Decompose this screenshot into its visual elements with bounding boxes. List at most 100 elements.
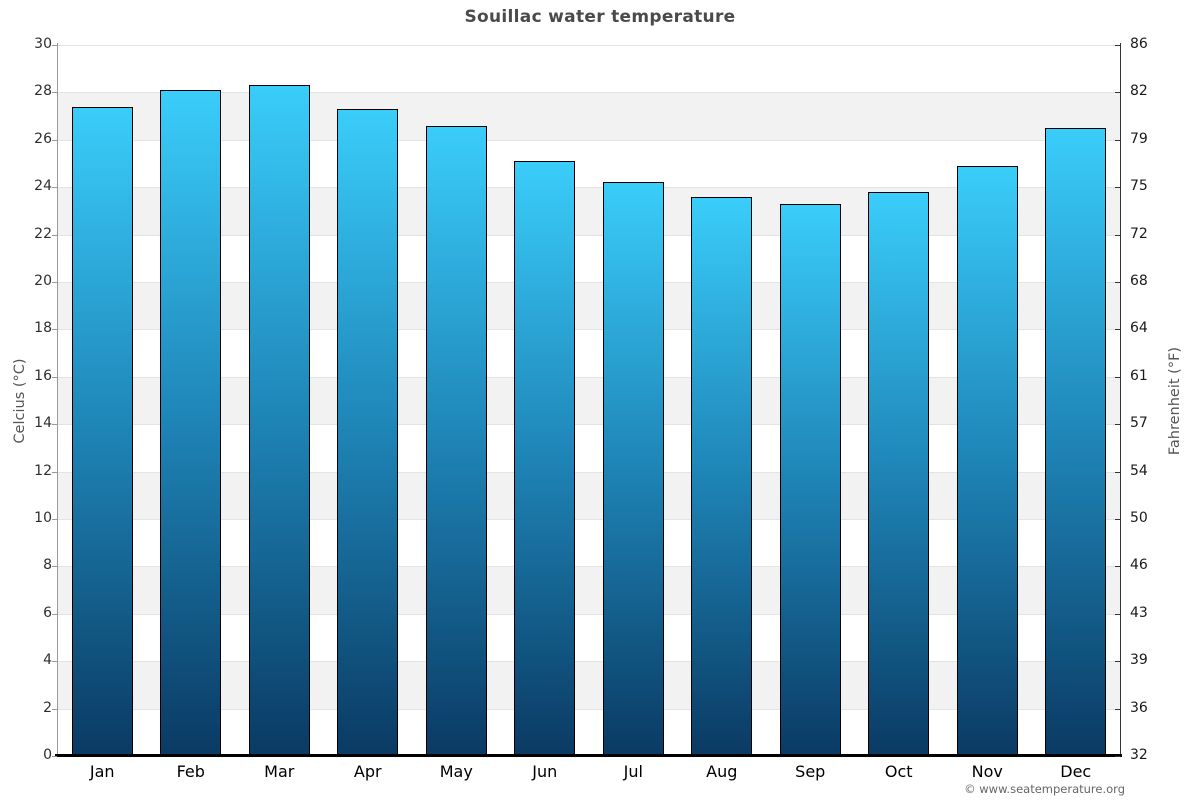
- y-tick-label-left: 6: [43, 604, 52, 621]
- y-tickmark-left: [52, 329, 57, 331]
- chart-title: Souillac water temperature: [464, 7, 736, 27]
- x-tick-label: Jun: [532, 762, 558, 781]
- bar-mar: [248, 85, 310, 756]
- y-tick-label-left: 18: [34, 320, 52, 337]
- gridline: [58, 329, 1120, 331]
- y-tick-label-left: 28: [34, 83, 52, 100]
- y-tick-label-left: 20: [34, 273, 52, 289]
- y-tick-label-right: 64: [1130, 320, 1148, 337]
- left-axis-spine: [57, 43, 58, 756]
- y-tickmark-left: [52, 45, 57, 46]
- y-tickmark-left: [52, 756, 57, 757]
- bar-apr: [337, 108, 399, 756]
- y-tick-label-left: 4: [43, 652, 52, 669]
- x-tick-label: Aug: [706, 762, 738, 781]
- gridline: [58, 424, 1120, 426]
- x-tick-label: Apr: [353, 762, 382, 781]
- y-tick-label-left: 22: [34, 225, 52, 242]
- gridline: [58, 708, 1120, 710]
- y-tickmark-right: [1115, 92, 1120, 94]
- y-tick-label-right: 36: [1130, 699, 1148, 716]
- gridline: [58, 471, 1120, 473]
- y-tickmark-right: [1115, 45, 1120, 46]
- plot-band: [58, 92, 1120, 140]
- y-tick-label-left: 0: [43, 747, 52, 763]
- gridline: [58, 566, 1120, 568]
- gridline: [58, 139, 1120, 141]
- y-tickmark-left: [52, 282, 57, 283]
- y-axis-label-fahrenheit: Fahrenheit (°F): [1167, 346, 1183, 456]
- y-tick-label-right: 43: [1130, 604, 1148, 621]
- y-tickmark-right: [1115, 424, 1120, 426]
- bar-sep: [779, 203, 841, 756]
- y-tickmark-right: [1115, 234, 1120, 236]
- y-tick-label-left: 14: [34, 415, 52, 432]
- y-tickmark-right: [1115, 376, 1120, 378]
- bar-nov: [956, 165, 1018, 756]
- y-tick-label-right: 79: [1130, 130, 1148, 147]
- y-tickmark-left: [52, 187, 57, 189]
- y-tickmark-right: [1115, 187, 1120, 189]
- bar-jun: [514, 161, 576, 756]
- x-tick-label: Jul: [623, 762, 643, 781]
- y-tick-label-right: 68: [1130, 273, 1148, 289]
- y-tick-label-right: 32: [1130, 747, 1148, 763]
- gridline: [58, 92, 1120, 94]
- y-tickmark-left: [52, 376, 57, 378]
- bar-may: [425, 125, 487, 756]
- y-tick-label-right: 46: [1130, 557, 1148, 574]
- plot-band: [58, 661, 1120, 709]
- plot-area: [58, 45, 1120, 756]
- x-tick-label: Jan: [89, 762, 115, 781]
- bar-dec: [1045, 127, 1107, 756]
- y-tick-label-left: 26: [34, 130, 52, 147]
- gridline: [58, 282, 1120, 283]
- y-tick-label-right: 82: [1130, 83, 1148, 100]
- y-tickmark-right: [1115, 471, 1120, 473]
- y-tickmark-left: [52, 139, 57, 141]
- bar-jan: [71, 106, 133, 756]
- y-tick-label-left: 30: [34, 36, 52, 52]
- y-tickmark-right: [1115, 756, 1120, 757]
- x-tick-label: Nov: [971, 762, 1003, 781]
- y-tickmark-left: [52, 424, 57, 426]
- x-tick-label: Mar: [264, 762, 295, 781]
- y-tick-label-right: 72: [1130, 225, 1148, 242]
- y-tick-label-right: 54: [1130, 462, 1148, 479]
- x-tick-label: Dec: [1060, 762, 1092, 781]
- y-tick-label-right: 86: [1130, 36, 1148, 52]
- plot-band: [58, 187, 1120, 235]
- plot-band: [58, 471, 1120, 519]
- y-tick-label-left: 10: [34, 510, 52, 526]
- y-tickmark-left: [52, 519, 57, 520]
- y-tick-label-left: 8: [43, 557, 52, 574]
- y-tick-label-right: 61: [1130, 367, 1148, 384]
- bar-aug: [691, 196, 753, 756]
- x-tick-label: May: [439, 762, 473, 781]
- y-tick-label-left: 24: [34, 178, 52, 195]
- y-tickmark-right: [1115, 519, 1120, 520]
- x-tick-label: Oct: [884, 762, 913, 781]
- plot-band: [58, 376, 1120, 425]
- gridline: [58, 187, 1120, 189]
- y-tickmark-left: [52, 471, 57, 473]
- plot-band: [58, 566, 1120, 614]
- gridline: [58, 613, 1120, 615]
- x-tick-label: Sep: [795, 762, 826, 781]
- y-tickmark-right: [1115, 661, 1120, 663]
- bar-oct: [868, 191, 930, 756]
- y-tickmark-right: [1115, 329, 1120, 331]
- y-tickmark-left: [52, 661, 57, 663]
- y-tick-label-right: 50: [1130, 510, 1148, 526]
- y-tickmark-left: [52, 613, 57, 615]
- y-tickmark-left: [52, 708, 57, 710]
- gridline: [58, 234, 1120, 236]
- y-tickmark-right: [1115, 708, 1120, 710]
- y-tickmark-left: [52, 92, 57, 94]
- y-tick-label-right: 75: [1130, 178, 1148, 195]
- bar-jul: [602, 182, 664, 756]
- bar-feb: [160, 90, 222, 756]
- y-tickmark-right: [1115, 613, 1120, 615]
- y-tickmark-right: [1115, 282, 1120, 283]
